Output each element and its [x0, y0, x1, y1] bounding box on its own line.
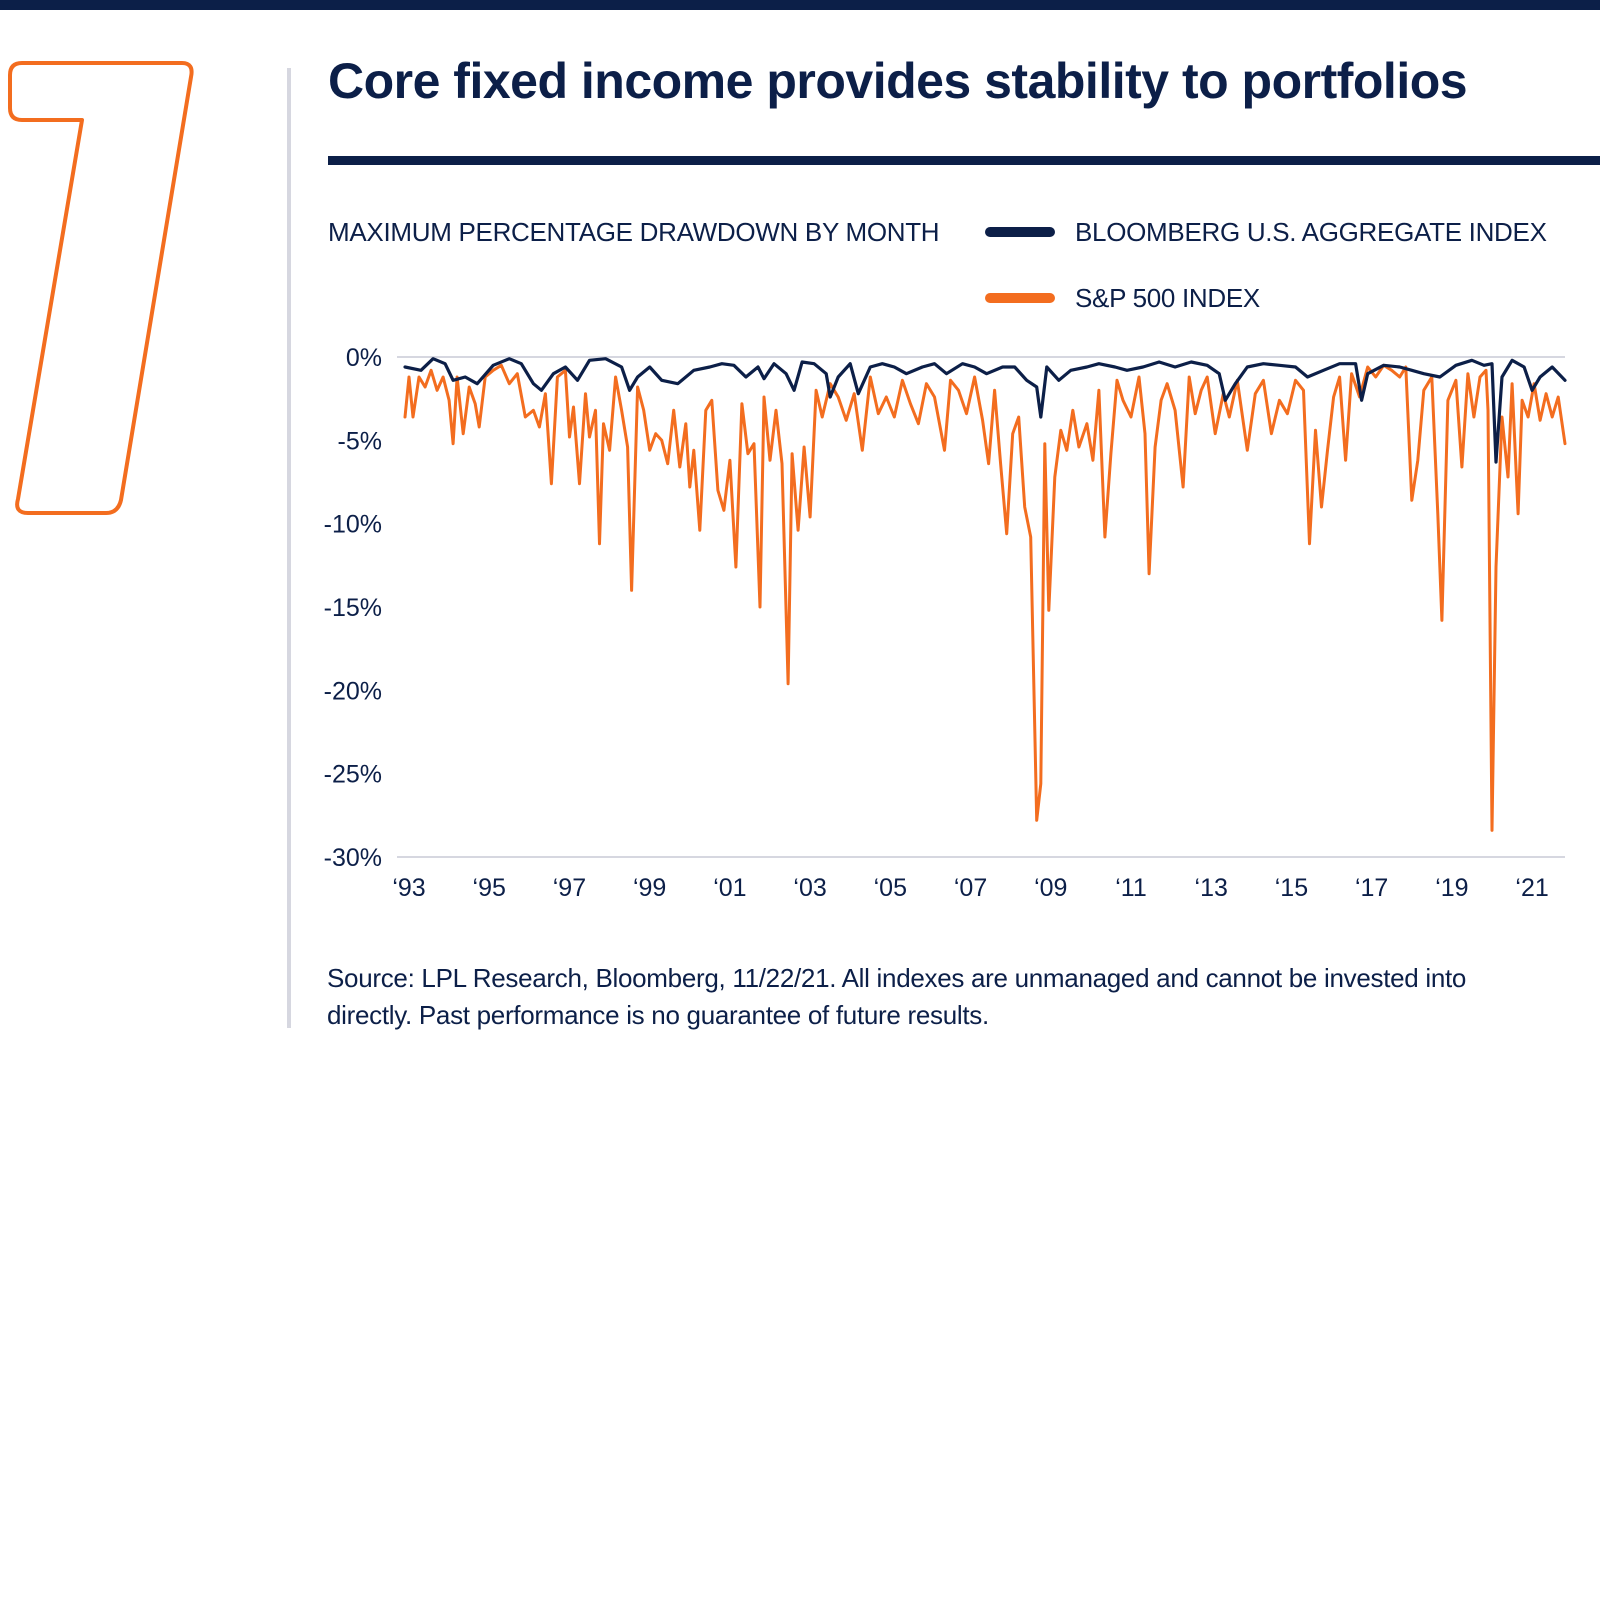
y-tick-label: -30% [324, 844, 382, 872]
top-accent-bar [0, 0, 1600, 10]
legend-item-sp500: S&P 500 INDEX [985, 283, 1260, 313]
drawdown-chart: 0% -5% -10% -15% -20% -25% -30% ‘93 ‘95 ‘97 ‘99 ‘01… [324, 344, 1567, 902]
x-tick-label: ‘97 [553, 874, 586, 902]
x-tick-label: ‘03 [793, 874, 826, 902]
chart-title: MAXIMUM PERCENTAGE DRAWDOWN BY MONTH [328, 217, 940, 247]
x-tick-label: ‘05 [874, 874, 907, 902]
y-tick-label: -5% [338, 427, 382, 455]
y-tick-label: -10% [324, 511, 382, 539]
legend-swatch-sp500 [985, 293, 1055, 303]
legend-item-aggregate: BLOOMBERG U.S. AGGREGATE INDEX [985, 217, 1547, 247]
x-tick-label: ‘21 [1515, 874, 1548, 902]
x-tick-label: ‘01 [713, 874, 746, 902]
x-tick-label: ‘19 [1435, 874, 1468, 902]
left-divider [287, 68, 291, 1028]
legend-label-aggregate: BLOOMBERG U.S. AGGREGATE INDEX [1075, 216, 1547, 247]
x-tick-label: ‘99 [633, 874, 666, 902]
x-tick-label: ‘17 [1355, 874, 1388, 902]
y-tick-label: -25% [324, 761, 382, 789]
x-tick-label: ‘93 [392, 874, 425, 902]
series-line-aggregate [403, 357, 1567, 464]
source-note: Source: LPL Research, Bloomberg, 11/22/2… [327, 963, 1467, 1030]
x-tick-label: ‘09 [1034, 874, 1067, 902]
page-title: Core fixed income provides stability to … [328, 53, 1468, 109]
section-number-seven [8, 61, 194, 515]
y-tick-label: 0% [346, 344, 382, 372]
x-tick-label: ‘13 [1195, 874, 1228, 902]
series-line-sp500 [403, 363, 1567, 832]
legend-swatch-aggregate [985, 227, 1055, 237]
legend-label-sp500: S&P 500 INDEX [1075, 282, 1260, 313]
x-tick-label: ‘15 [1275, 874, 1308, 902]
x-tick-label: ‘11 [1115, 874, 1147, 902]
x-tick-label: ‘07 [954, 874, 987, 902]
y-tick-label: -20% [324, 677, 382, 705]
y-tick-label: -15% [324, 594, 382, 622]
x-tick-label: ‘95 [473, 874, 506, 902]
title-rule [328, 156, 1600, 165]
